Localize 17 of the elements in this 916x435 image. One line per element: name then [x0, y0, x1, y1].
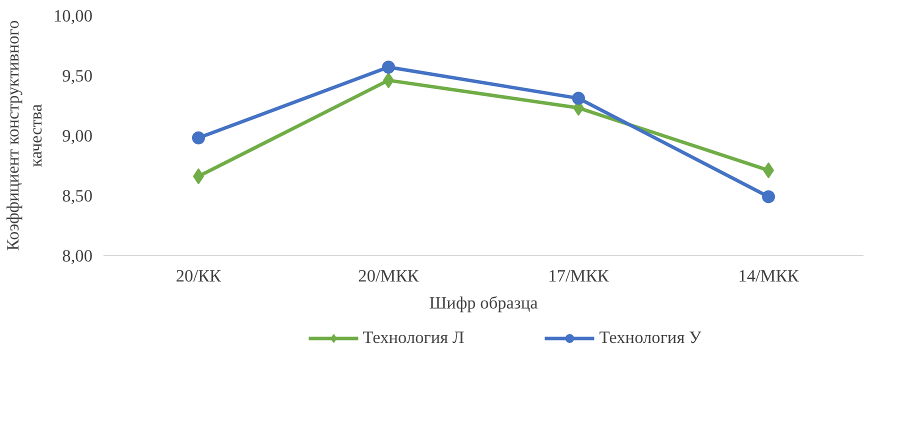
- x-tick-label: 14/МКК: [738, 266, 800, 286]
- y-axis-title: Коэффициент конструктивного качества: [4, 20, 46, 251]
- legend-label: Технология Л: [362, 328, 464, 348]
- y-tick-label: 8,50: [62, 186, 93, 206]
- x-tick-label: 20/КК: [176, 266, 222, 286]
- y-tick-label: 9,50: [62, 66, 93, 86]
- x-axis-title: Шифр образца: [429, 294, 538, 312]
- y-tick-label: 8,00: [62, 246, 93, 266]
- x-tick-label: 17/МКК: [548, 266, 610, 286]
- point: [572, 92, 585, 105]
- y-tick-label: 10,00: [54, 6, 93, 26]
- x-tick-label: 20/МКК: [358, 266, 420, 286]
- point: [192, 131, 205, 144]
- y-tick-label: 9,00: [62, 126, 93, 146]
- point: [762, 190, 775, 204]
- point: [382, 60, 395, 74]
- legend-label: Технология У: [599, 328, 702, 348]
